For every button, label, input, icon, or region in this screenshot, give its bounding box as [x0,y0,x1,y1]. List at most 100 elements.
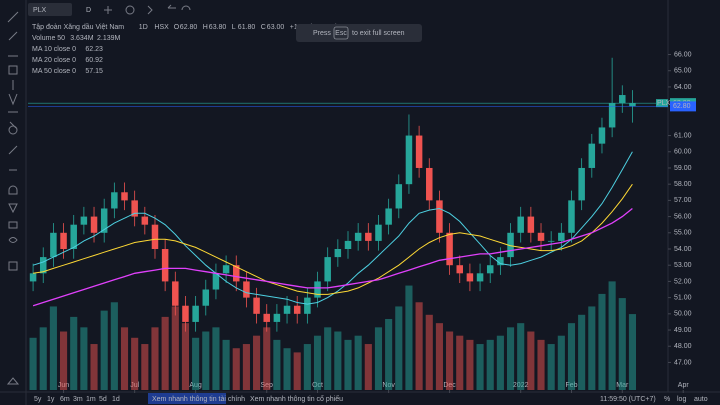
ohlc-label: C [261,24,266,31]
candle-body [507,232,514,258]
volume-bar [283,348,291,390]
volume-bar [486,339,494,390]
key-box [333,26,349,40]
volume-bar [324,327,332,390]
candle-body [293,305,301,314]
study-name: Volume 50 [32,35,65,42]
candle-body [578,167,585,201]
candle-body [111,192,118,209]
volume-bar [120,327,129,390]
pct-toggle[interactable]: % [664,396,670,403]
volume-bar [456,335,464,390]
study-name: MA 20 close 0 [32,57,76,64]
legend-title: HSX [154,24,169,31]
study-name: MA 10 close 0 [32,46,76,53]
study-value: 3.634M [70,35,94,42]
fullscreen-toast [296,24,422,42]
volume-bar [415,302,423,390]
candle-body [608,103,616,128]
volume-bar [466,339,474,390]
candle-body [354,232,362,241]
volume-bar [425,314,433,390]
y-tick-label: 49.00 [674,327,692,334]
candle-body [90,216,98,233]
button[interactable]: Xem nhanh thông tin cổ phiếu [250,394,343,403]
volume-bar [29,337,37,390]
y-tick-label: 61.00 [674,132,692,139]
ohlc-value: 61.80 [238,24,256,31]
volume-bar [39,327,47,390]
symbol[interactable]: PLX [33,7,47,14]
range-button[interactable]: 5y [34,396,42,403]
candle-body [161,249,169,282]
volume-bar [110,302,118,390]
range-button[interactable]: 1y [47,396,55,403]
candle-body [365,232,372,241]
y-tick-label: 52.00 [674,278,692,285]
candle-body [527,216,535,233]
ma-line [32,207,633,307]
candle-body [537,232,545,241]
candle-body [39,257,47,274]
volume-bar [628,314,636,390]
volume-bar [608,281,616,390]
volume-bar [395,306,403,390]
legend-title: 1D [139,24,148,31]
interval[interactable]: D [86,7,91,14]
candle-body [253,297,260,314]
range-button[interactable]: 3m [73,396,83,403]
volume-bar [374,327,383,390]
candle-body [446,232,453,266]
drawing-tools[interactable] [6,11,20,385]
candle-body [466,273,474,282]
volume-bar [60,331,68,390]
range-button[interactable]: 1m [86,396,96,403]
volume-bar [517,323,525,390]
y-tick-label: 47.00 [674,359,692,366]
log-toggle[interactable]: log [677,396,686,403]
volume-bar [313,335,322,390]
ohlc-label: H [203,24,208,31]
candle-body [456,265,463,274]
volume-bar [354,335,362,390]
study-value: 57.15 [85,68,103,75]
candle-body [151,224,159,249]
y-tick-label: 56.00 [674,213,692,220]
symbol-box[interactable] [28,3,72,16]
plot: 47.00 48.00 49.00 50.00 51.00 52.00 53.00 54.00… [28,51,696,393]
candle-body [375,224,382,241]
price-tag-label: 62.80 [673,103,691,110]
volume-bar [405,285,413,390]
range-button[interactable]: 1d [112,396,120,403]
volume-bar [90,344,98,390]
y-tick-label: 55.00 [674,230,692,237]
y-tick-label: 66.00 [674,51,692,58]
candle-body [192,305,199,322]
tool-icons[interactable] [6,11,20,385]
volume-bar [100,310,108,390]
volume-bar [588,306,596,390]
candle-body [405,135,413,185]
y-tick-label: 57.00 [674,197,692,204]
candle-body [243,281,250,298]
auto-toggle[interactable]: auto [694,396,708,403]
y-tick-label: 54.00 [674,246,692,253]
button[interactable]: Xem nhanh thông tin tài chính [152,396,245,403]
range-button[interactable]: 5d [99,396,107,403]
clock: 11:59:50 (UTC+7) [600,396,656,403]
button-bg[interactable] [148,393,226,404]
candle-body [131,200,138,217]
y-tick-label: 50.00 [674,311,692,318]
ohlc-label: L [232,24,236,31]
candle-body [283,305,291,314]
candle-body [121,192,128,201]
range-button[interactable]: 6m [60,396,70,403]
y-tick-label: 51.00 [674,294,692,301]
price-tag [656,99,668,108]
volume-bar [49,306,57,390]
volume-bar [202,331,210,390]
study-value: 2.139M [97,35,121,42]
y-tick-label: 60.00 [674,149,692,156]
header-icons[interactable] [104,4,191,15]
candle-body [568,200,575,233]
